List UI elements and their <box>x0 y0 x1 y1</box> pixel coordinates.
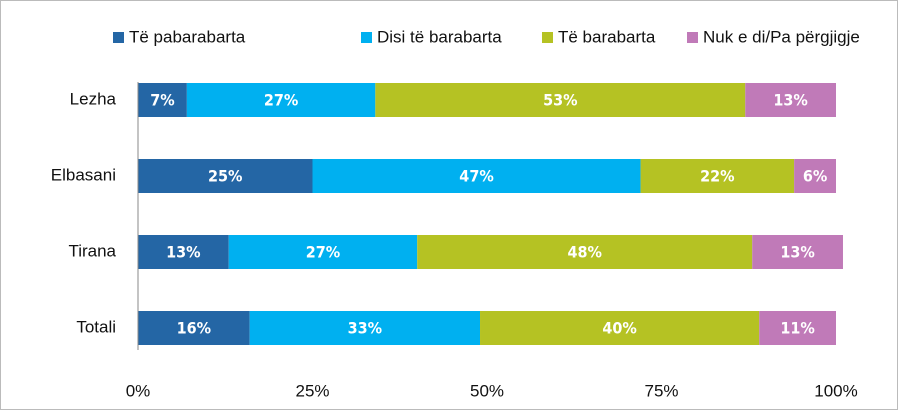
bar-segment <box>228 235 418 269</box>
data-label: 7% <box>150 91 174 110</box>
data-label: 22% <box>700 167 734 186</box>
x-tick-label: 100% <box>814 381 857 400</box>
bar-segment <box>759 311 836 345</box>
x-tick-label: 0% <box>126 381 151 400</box>
legend-label: Disi të barabarta <box>377 27 502 46</box>
legend-swatch <box>361 32 372 43</box>
y-tick-label: Totali <box>76 317 116 336</box>
y-tick-label: Lezha <box>70 89 117 108</box>
bar-segment <box>794 159 836 193</box>
bar-segment <box>640 159 795 193</box>
bar-segment <box>138 235 229 269</box>
legend-swatch <box>113 32 124 43</box>
legend-swatch <box>687 32 698 43</box>
data-label: 13% <box>773 91 807 110</box>
x-tick-label: 75% <box>644 381 678 400</box>
data-label: 48% <box>567 243 601 262</box>
x-tick-label: 25% <box>295 381 329 400</box>
data-label: 6% <box>803 167 827 186</box>
x-tick-label: 50% <box>470 381 504 400</box>
bar-segment <box>417 235 753 269</box>
data-label: 27% <box>264 91 298 110</box>
data-label: 13% <box>780 243 814 262</box>
legend-label: Të pabarabarta <box>129 27 246 46</box>
legend-swatch <box>542 32 553 43</box>
legend-label: Nuk e di/Pa përgjigje <box>703 27 860 46</box>
bar-segment <box>480 311 760 345</box>
bar-segment <box>138 159 313 193</box>
bar-segment <box>138 83 187 117</box>
bar-segment <box>186 83 376 117</box>
bar-segment <box>375 83 746 117</box>
bar-segment <box>745 83 836 117</box>
legend-label: Të barabarta <box>558 27 656 46</box>
data-label: 11% <box>780 319 814 338</box>
data-label: 53% <box>543 91 577 110</box>
data-label: 27% <box>306 243 340 262</box>
data-label: 13% <box>166 243 200 262</box>
data-label: 25% <box>208 167 242 186</box>
y-tick-label: Elbasani <box>51 165 116 184</box>
data-label: 33% <box>348 319 382 338</box>
bar-segment <box>138 311 250 345</box>
data-label: 16% <box>177 319 211 338</box>
y-tick-label: Tirana <box>68 241 116 260</box>
data-label: 47% <box>459 167 493 186</box>
bar-segment <box>312 159 641 193</box>
bar-segment <box>249 311 481 345</box>
bar-segment <box>752 235 843 269</box>
data-label: 40% <box>602 319 636 338</box>
